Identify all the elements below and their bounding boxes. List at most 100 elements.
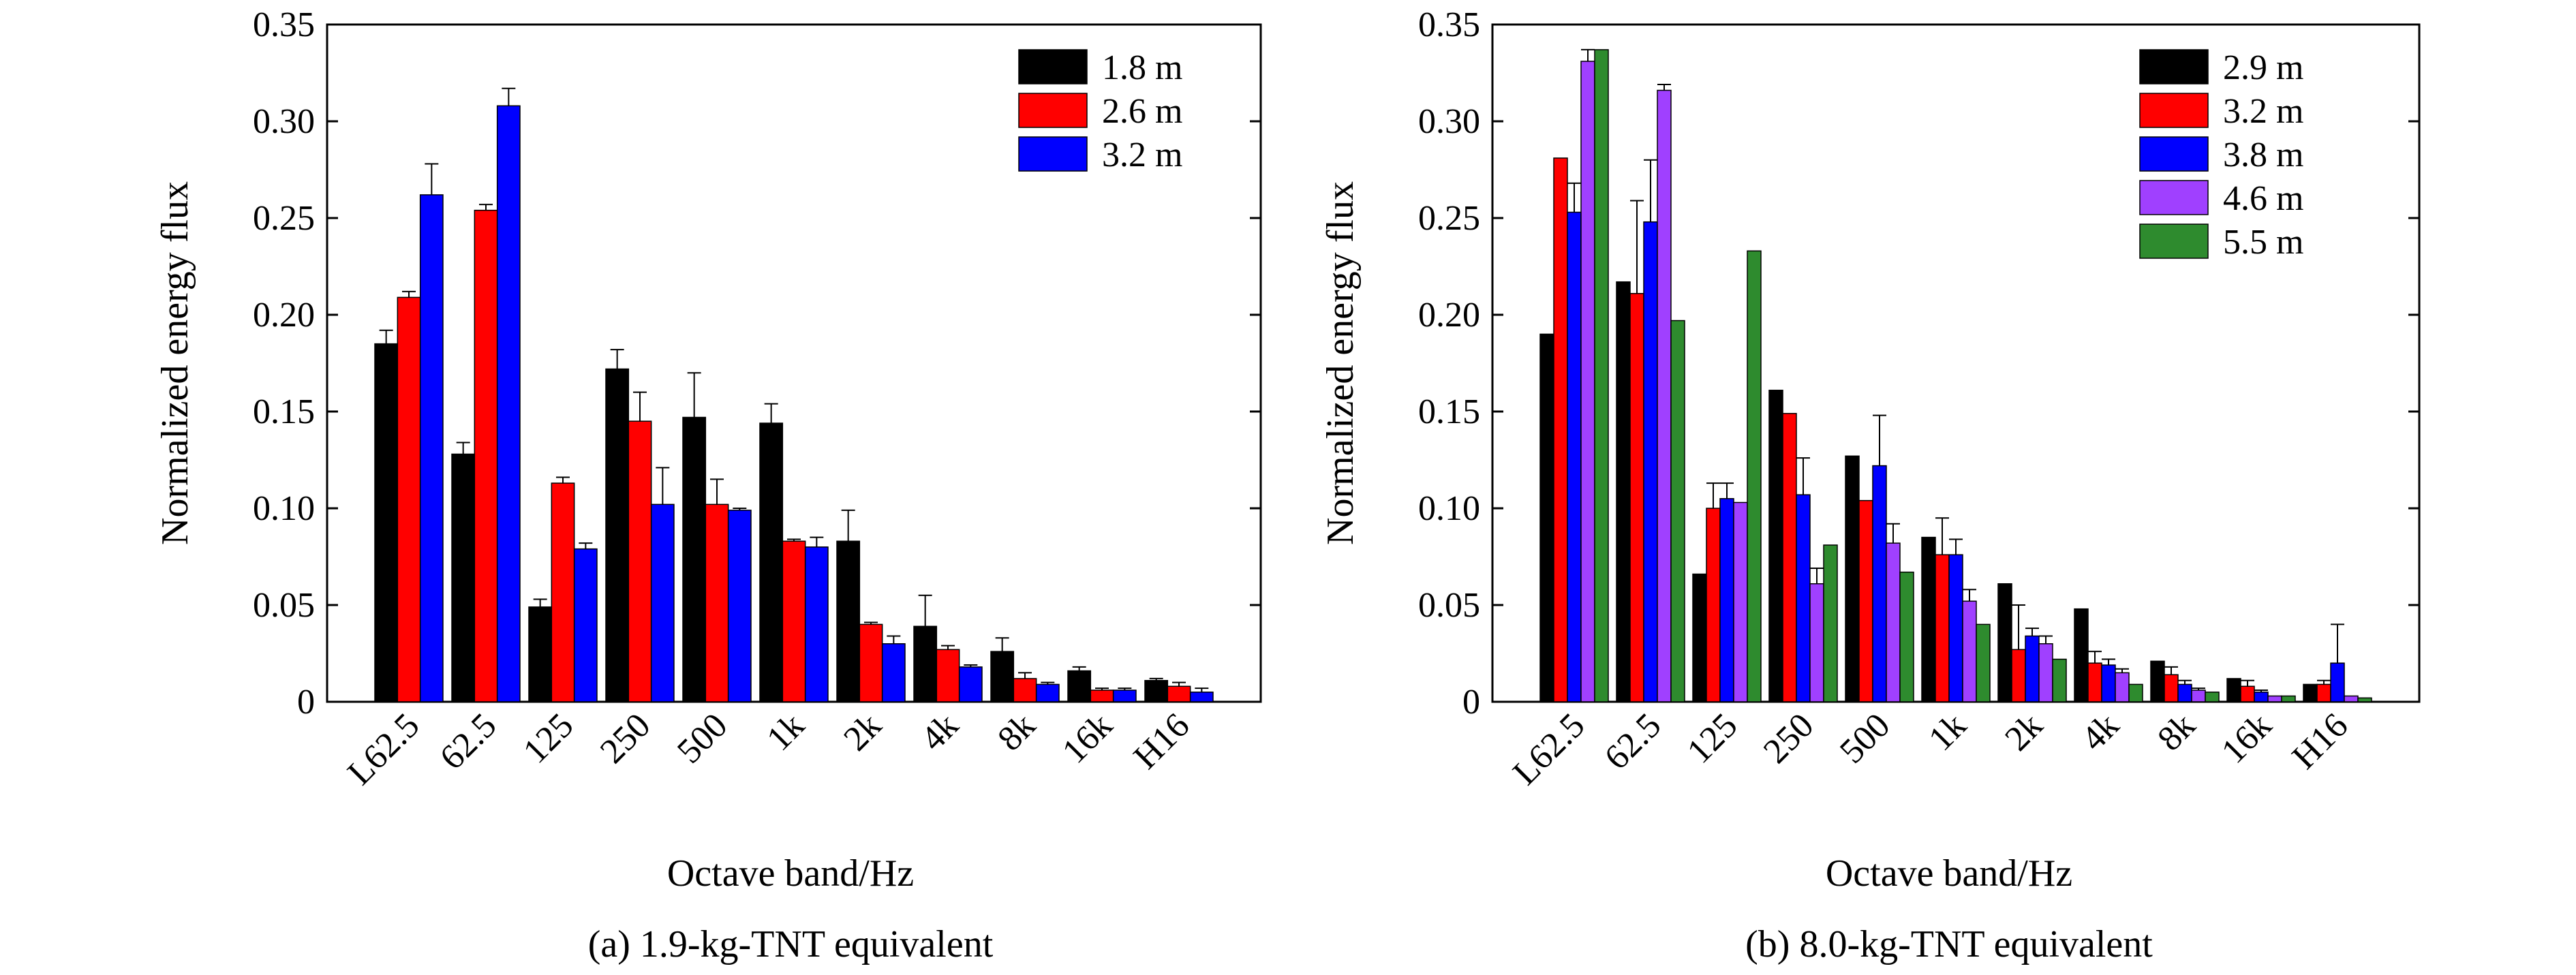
bar bbox=[1112, 690, 1137, 702]
bar bbox=[958, 666, 983, 702]
bar bbox=[2128, 683, 2143, 702]
bar bbox=[913, 625, 938, 702]
bar bbox=[2316, 683, 2331, 702]
chart-caption: (b) 8.0-kg-TNT equivalent bbox=[1745, 923, 2153, 965]
bar bbox=[1692, 573, 1707, 702]
x-tick-label: 8k bbox=[990, 706, 1043, 758]
bar bbox=[2344, 695, 2359, 702]
legend-swatch bbox=[2139, 136, 2209, 172]
y-tick-label: 0.30 bbox=[253, 102, 315, 141]
bar bbox=[2011, 649, 2026, 702]
bar bbox=[573, 548, 598, 702]
bar bbox=[1643, 221, 1658, 702]
bar bbox=[859, 623, 883, 702]
y-tick-label: 0.15 bbox=[1418, 392, 1480, 431]
bar bbox=[397, 296, 421, 702]
bar bbox=[474, 209, 498, 702]
bar bbox=[528, 606, 553, 702]
bar bbox=[2115, 672, 2130, 702]
bar bbox=[1935, 554, 1950, 702]
bar bbox=[2226, 678, 2241, 702]
bar bbox=[881, 643, 906, 702]
bar bbox=[1782, 413, 1797, 702]
bar bbox=[451, 453, 476, 702]
bar bbox=[1921, 536, 1936, 702]
bar bbox=[1067, 670, 1092, 702]
x-tick-label: 62.5 bbox=[1597, 706, 1669, 777]
bar bbox=[2025, 635, 2040, 702]
bar bbox=[1657, 89, 1672, 702]
x-axis-title: Octave band/Hz bbox=[1826, 852, 2072, 895]
bar bbox=[1189, 692, 1214, 702]
bar bbox=[1872, 465, 1887, 702]
x-tick-label: 4k bbox=[2074, 706, 2126, 758]
y-axis-title: Normalized energy flux bbox=[1319, 181, 1362, 545]
bar bbox=[2164, 674, 2179, 702]
y-tick-label: 0.15 bbox=[253, 392, 315, 431]
chart-panel-a: 0 0.05 0.10 0.15 0.20 0.25 0.30 0.35 Normalized … bbox=[154, 5, 1262, 965]
bar bbox=[2087, 662, 2102, 702]
bar bbox=[496, 105, 521, 702]
bar bbox=[1899, 571, 1914, 702]
x-tick-label: H16 bbox=[1126, 706, 1197, 777]
bar bbox=[2303, 683, 2318, 702]
bar bbox=[1796, 494, 1811, 702]
x-tick-label: 500 bbox=[670, 706, 735, 771]
bar bbox=[1948, 554, 1963, 702]
bar bbox=[1823, 544, 1838, 702]
x-tick-label: 125 bbox=[516, 706, 581, 771]
bar bbox=[990, 651, 1015, 702]
bar bbox=[374, 343, 399, 702]
legend-label: 5.5 m bbox=[2223, 223, 2303, 262]
bar bbox=[804, 546, 829, 702]
bar bbox=[1090, 690, 1114, 702]
bar bbox=[1616, 281, 1631, 702]
y-tick-label: 0.10 bbox=[253, 489, 315, 528]
x-axis-title: Octave band/Hz bbox=[667, 852, 914, 895]
y-tick-label: 0 bbox=[297, 683, 315, 722]
x-tick-label: L62.5 bbox=[340, 706, 427, 792]
bar bbox=[759, 422, 784, 702]
x-tick-label: 125 bbox=[1680, 706, 1745, 771]
bar bbox=[1167, 685, 1191, 702]
bar bbox=[419, 194, 444, 702]
bar bbox=[2240, 685, 2255, 702]
bar bbox=[2052, 658, 2067, 702]
legend-label: 3.8 m bbox=[2223, 136, 2303, 174]
x-tick-label: 16k bbox=[1055, 706, 1120, 771]
x-tick-label: 4k bbox=[913, 706, 966, 758]
legend-swatch bbox=[2139, 49, 2209, 84]
bar bbox=[2074, 608, 2089, 702]
legend-swatch bbox=[1018, 93, 1088, 128]
y-tick-label: 0 bbox=[1462, 683, 1480, 722]
bar bbox=[2177, 683, 2192, 702]
bar bbox=[1809, 583, 1824, 702]
y-tick-label: 0.20 bbox=[1418, 296, 1480, 335]
bar bbox=[836, 540, 861, 702]
x-tick-label: 2k bbox=[1997, 706, 2050, 758]
bar bbox=[1553, 157, 1568, 702]
legend-swatch bbox=[1018, 49, 1088, 84]
bar bbox=[2267, 695, 2282, 702]
x-tick-label: 250 bbox=[1756, 706, 1821, 771]
x-tick-label: 1k bbox=[759, 706, 812, 758]
bar bbox=[1845, 455, 1860, 702]
x-tick-label: H16 bbox=[2285, 706, 2356, 777]
bar bbox=[1886, 542, 1901, 702]
y-tick-label: 0.35 bbox=[253, 5, 315, 44]
x-tick-label: 1k bbox=[1921, 706, 1974, 758]
bar bbox=[705, 504, 729, 702]
bar bbox=[2281, 695, 2296, 702]
bar bbox=[1768, 390, 1783, 702]
legend-label: 4.6 m bbox=[2223, 179, 2303, 218]
legend-label: 3.2 m bbox=[2223, 92, 2303, 131]
bar bbox=[1035, 683, 1060, 702]
bar bbox=[682, 416, 707, 702]
bar bbox=[936, 649, 960, 702]
y-tick-label: 0.20 bbox=[253, 296, 315, 335]
x-tick-label: 8k bbox=[2150, 706, 2203, 758]
bar bbox=[1976, 623, 1991, 702]
bar bbox=[2254, 692, 2269, 702]
bar bbox=[1144, 680, 1169, 702]
